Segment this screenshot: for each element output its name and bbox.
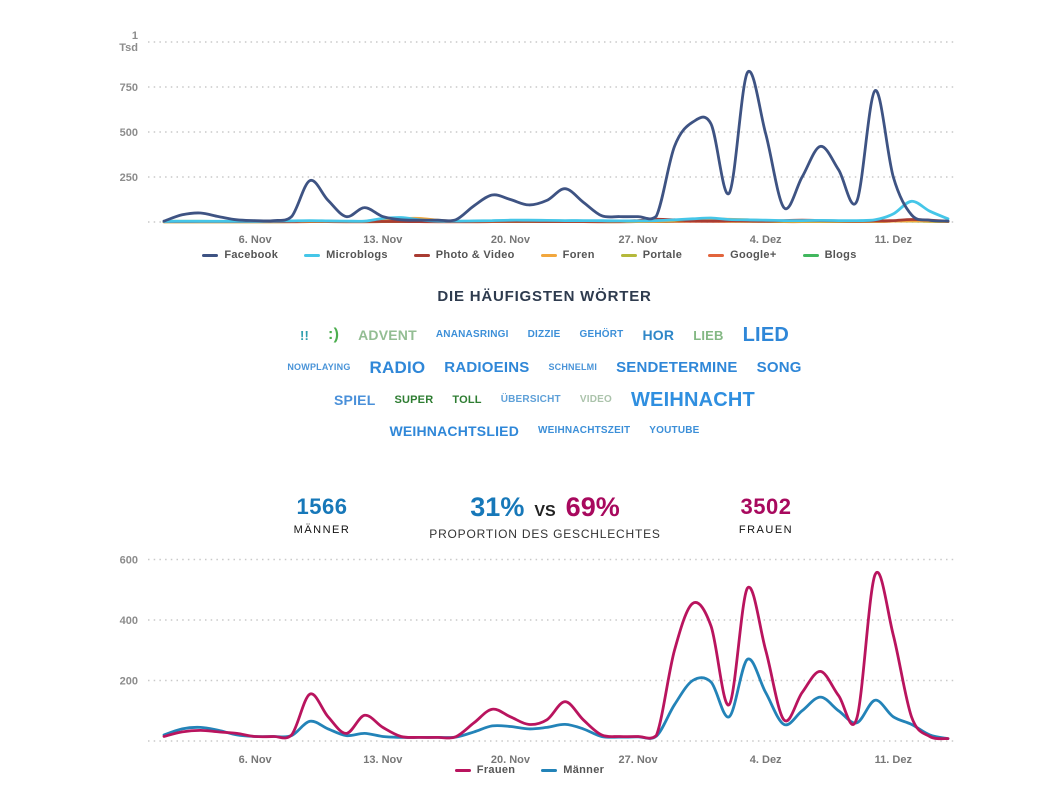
legend-label: Portale bbox=[642, 249, 683, 261]
x-axis-tick: 4. Dez bbox=[750, 234, 782, 246]
legend-label: Google+ bbox=[730, 249, 777, 261]
y-axis-tick: 500 bbox=[120, 127, 138, 139]
legend-label: Frauen bbox=[476, 764, 516, 776]
legend-item-blogs[interactable]: Blogs bbox=[802, 249, 857, 261]
females-count: 3502 bbox=[740, 494, 792, 519]
word-cloud-title: DIE HÄUFIGSTEN WÖRTER bbox=[437, 288, 652, 305]
legend-dash-icon bbox=[304, 253, 321, 257]
y-axis-tick: 750 bbox=[120, 82, 138, 94]
x-axis-tick: 6. Nov bbox=[239, 234, 273, 246]
word-cloud-row: !!:) ADVENT ANANASRINGI DIZZIE GEHÖRT HOR LIEB… bbox=[15, 325, 1059, 345]
x-axis-tick: 20. Nov bbox=[491, 754, 531, 766]
males-count: 1566 bbox=[296, 494, 348, 519]
legend-label: Männer bbox=[563, 764, 605, 776]
y-axis-tick: 1 Tsd bbox=[119, 30, 138, 54]
legend-dash-icon bbox=[540, 253, 557, 257]
legend-item-portale[interactable]: Portale bbox=[620, 249, 683, 261]
legend-dash-icon bbox=[541, 768, 558, 772]
legend-dash-icon bbox=[202, 253, 219, 257]
word-cloud: !!:) ADVENT ANANASRINGI DIZZIE GEHÖRT HOR LIEB… bbox=[15, 325, 1059, 438]
word-cloud-term[interactable]: SPIEL bbox=[334, 392, 376, 408]
females-label: FRAUEN bbox=[738, 524, 794, 536]
word-cloud-term[interactable]: !! bbox=[299, 327, 310, 343]
y-axis-tick: 200 bbox=[120, 676, 138, 688]
legend-label: Microblogs bbox=[326, 249, 388, 261]
legend-dash-icon bbox=[708, 253, 725, 257]
word-cloud-term[interactable]: SONG bbox=[756, 359, 802, 376]
males-label: MÄNNER bbox=[293, 524, 351, 536]
channel-mentions-chart: 250 500 750 1 Tsd 6. Nov 13. Nov 20. Nov 27. Nov… bbox=[119, 30, 957, 246]
series-line-frauen bbox=[162, 570, 950, 741]
word-cloud-term[interactable]: WEIHNACHT bbox=[630, 389, 755, 411]
legend-label: Foren bbox=[562, 249, 595, 261]
word-cloud-term[interactable]: SENDETERMINE bbox=[616, 359, 738, 376]
gender-legend: Frauen Männer bbox=[0, 764, 1059, 776]
word-cloud-term[interactable]: :) bbox=[328, 326, 340, 343]
legend-label: Blogs bbox=[824, 249, 857, 261]
word-cloud-term[interactable]: ANANASRINGI bbox=[435, 329, 509, 340]
males-stat: 1566 MÄNNER bbox=[252, 494, 392, 536]
gender-caption: PROPORTION DES GESCHLECHTES bbox=[429, 527, 661, 541]
y-axis-tick: 250 bbox=[120, 172, 138, 184]
word-cloud-term[interactable]: WEIHNACHTSLIED bbox=[389, 423, 520, 439]
word-cloud-row: NOWPLAYING RADIO RADIOEINS SCHNELMI SENDETER… bbox=[15, 359, 1059, 376]
legend-item-foren[interactable]: Foren bbox=[540, 249, 595, 261]
gender-mentions-chart: 200 400 600 6. Nov 13. Nov 20. Nov 27. Nov 4. D… bbox=[120, 555, 957, 766]
series-line-facebook bbox=[162, 69, 950, 223]
word-cloud-term[interactable]: NOWPLAYING bbox=[287, 362, 351, 372]
x-axis-tick: 20. Nov bbox=[491, 234, 531, 246]
y-axis-tick: 600 bbox=[120, 555, 138, 567]
females-stat: 3502 FRAUEN bbox=[696, 494, 836, 536]
word-cloud-term[interactable]: GEHÖRT bbox=[579, 329, 624, 340]
legend-label: Facebook bbox=[224, 249, 279, 261]
word-cloud-term[interactable]: ADVENT bbox=[358, 327, 417, 343]
x-axis-tick: 6. Nov bbox=[239, 754, 273, 766]
legend-dash-icon bbox=[802, 253, 819, 257]
y-axis-tick: 400 bbox=[120, 615, 138, 627]
vs-label: VS bbox=[534, 503, 556, 520]
word-cloud-term[interactable]: VIDEO bbox=[579, 394, 612, 405]
word-cloud-term[interactable]: RADIO bbox=[369, 358, 426, 377]
gender-proportion: 31% VS 69% PROPORTION DES GESCHLECHTES bbox=[405, 492, 685, 541]
word-cloud-term[interactable]: SUPER bbox=[394, 393, 434, 406]
word-cloud-row: SPIEL SUPER TOLL ÜBERSICHT VIDEO WEIHNACHT bbox=[15, 390, 1059, 410]
word-cloud-row: WEIHNACHTSLIED WEIHNACHTSZEIT YOUTUBE bbox=[15, 424, 1059, 438]
series-line-m-nner bbox=[162, 657, 950, 740]
x-axis-tick: 11. Dez bbox=[875, 234, 913, 246]
series-line-microblogs bbox=[162, 199, 950, 223]
word-cloud-term[interactable]: LIED bbox=[742, 324, 789, 346]
legend-item-facebook[interactable]: Facebook bbox=[202, 249, 278, 261]
word-cloud-term[interactable]: WEIHNACHTSZEIT bbox=[538, 425, 631, 436]
word-cloud-term[interactable]: RADIOEINS bbox=[444, 359, 530, 376]
x-axis-tick: 4. Dez bbox=[750, 754, 782, 766]
legend-dash-icon bbox=[620, 253, 637, 257]
x-axis-tick: 13. Nov bbox=[363, 754, 403, 766]
word-cloud-term[interactable]: TOLL bbox=[452, 393, 482, 406]
word-cloud-term[interactable]: LIEB bbox=[693, 327, 724, 343]
word-cloud-term[interactable]: ÜBERSICHT bbox=[500, 394, 561, 405]
male-percentage: 31% bbox=[470, 492, 525, 522]
legend-item-microblogs[interactable]: Microblogs bbox=[304, 249, 388, 261]
female-percentage: 69% bbox=[565, 492, 620, 522]
x-axis-tick: 27. Nov bbox=[618, 234, 658, 246]
channel-legend: Facebook Microblogs Photo & Video Foren Port… bbox=[0, 249, 1059, 261]
word-cloud-term[interactable]: DIZZIE bbox=[527, 329, 561, 340]
x-axis-tick: 11. Dez bbox=[875, 754, 913, 766]
word-cloud-section: DIE HÄUFIGSTEN WÖRTER !!:) ADVENT ANANASRI… bbox=[15, 288, 1059, 452]
word-cloud-term[interactable]: SCHNELMI bbox=[548, 362, 598, 372]
legend-label: Photo & Video bbox=[435, 249, 515, 261]
legend-item-google-[interactable]: Google+ bbox=[708, 249, 776, 261]
legend-dash-icon bbox=[454, 768, 471, 772]
legend-item-frauen[interactable]: Frauen bbox=[454, 764, 516, 776]
x-axis-tick: 13. Nov bbox=[363, 234, 403, 246]
legend-dash-icon bbox=[413, 253, 430, 257]
x-axis-tick: 27. Nov bbox=[618, 754, 658, 766]
legend-item-photo-video[interactable]: Photo & Video bbox=[413, 249, 515, 261]
word-cloud-term[interactable]: YOUTUBE bbox=[649, 425, 700, 436]
legend-item-m-nner[interactable]: Männer bbox=[541, 764, 604, 776]
word-cloud-term[interactable]: HOR bbox=[642, 327, 675, 343]
